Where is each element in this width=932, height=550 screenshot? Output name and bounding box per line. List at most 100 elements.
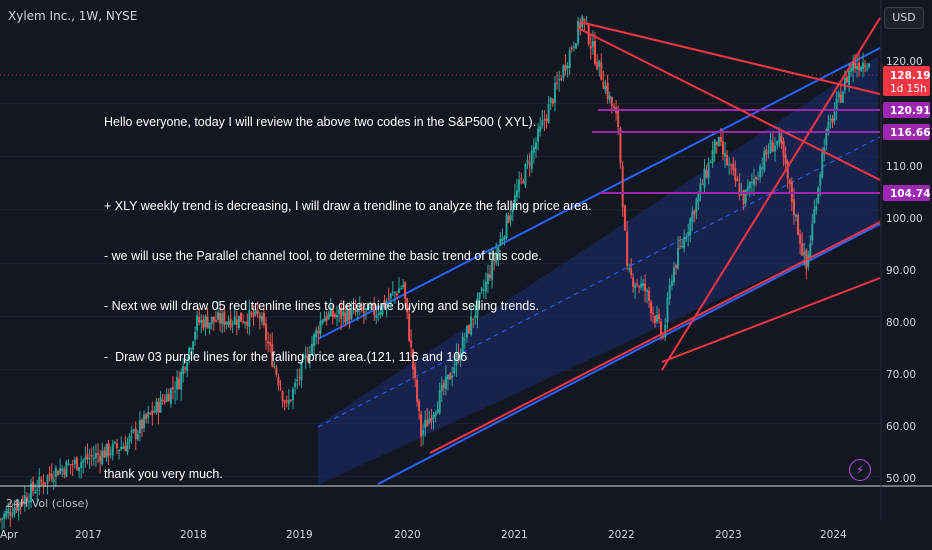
parallel-channel[interactable]: [317, 47, 881, 485]
candle-body: [776, 140, 779, 146]
candle-body: [570, 47, 573, 50]
candle-body: [589, 45, 592, 49]
level-value: 116.66: [890, 127, 931, 139]
candle-body: [547, 104, 550, 124]
candle-body: [632, 277, 635, 287]
candle-body: [163, 400, 166, 403]
candle-body: [827, 121, 830, 133]
candle-body: [352, 307, 355, 310]
trendline-steep-rise[interactable]: [661, 17, 881, 371]
candle-body: [780, 135, 783, 144]
candle-body: [418, 400, 421, 411]
symbol-title[interactable]: Xylem Inc., 1W, NYSE: [8, 9, 138, 23]
candle-body: [262, 312, 265, 326]
candle-body: [321, 320, 324, 324]
candle-body: [84, 456, 87, 460]
candle-body: [468, 325, 471, 334]
candle-body: [169, 388, 172, 405]
y-tick: 120.00: [886, 56, 923, 68]
note-line: - Draw 03 purple lines for the falling p…: [104, 349, 468, 364]
candle-body: [738, 183, 741, 197]
current-price-badge: 128.19 1d 15h: [883, 66, 931, 96]
candle-body: [608, 95, 611, 100]
candle-body: [69, 464, 72, 466]
candle-body: [811, 223, 814, 241]
y-tick: 90.00: [886, 265, 916, 277]
candle-body: [748, 182, 751, 189]
candle-body: [331, 310, 334, 318]
candle-body: [734, 168, 737, 181]
candle-body: [463, 339, 466, 341]
candle-body: [225, 322, 228, 325]
candles-layer: [0, 14, 871, 530]
candle-body: [128, 435, 131, 442]
candle-body: [30, 483, 33, 503]
lightning-icon[interactable]: ⚡: [849, 459, 871, 481]
trendline-support-b[interactable]: [661, 277, 881, 363]
y-tick: 50.00: [886, 473, 916, 485]
candle-body: [440, 384, 443, 392]
channel-lower-line[interactable]: [377, 223, 881, 485]
candle-body: [342, 311, 345, 316]
candle-body: [683, 236, 686, 249]
candle-body: [656, 315, 659, 322]
candle-body: [591, 41, 594, 47]
candle-body: [457, 352, 460, 361]
candle-body: [794, 214, 797, 217]
candle-body: [621, 166, 624, 208]
candle-body: [606, 82, 609, 99]
candle-body: [94, 453, 97, 459]
trendline-top-down[interactable]: [579, 21, 881, 95]
y-tick: 80.00: [886, 317, 916, 329]
candle-body: [434, 412, 437, 417]
candle-body: [545, 118, 548, 122]
candle-body: [78, 467, 81, 472]
candle-body: [13, 507, 16, 515]
candle-body: [470, 316, 473, 335]
candle-body: [54, 467, 57, 478]
candle-body: [86, 453, 89, 460]
candle-body: [843, 78, 846, 91]
candle-body: [638, 286, 641, 288]
candle-body: [167, 394, 170, 402]
candle-body: [36, 490, 39, 492]
candle-body: [151, 410, 154, 415]
candle-body: [34, 491, 37, 493]
candle-body: [19, 502, 22, 504]
candle-body: [389, 293, 392, 299]
candle-body: [721, 141, 724, 155]
candle-body: [628, 268, 631, 270]
candle-body: [71, 463, 74, 466]
candle-body: [813, 209, 816, 224]
red-trendlines[interactable]: [429, 17, 881, 454]
candle-body: [668, 285, 671, 299]
channel-upper-line[interactable]: [317, 47, 881, 340]
candle-body: [362, 311, 365, 313]
candle-body: [484, 281, 487, 292]
candle-body: [575, 43, 578, 49]
candle-body: [444, 376, 447, 389]
candle-body: [5, 511, 8, 517]
candle-body: [155, 401, 158, 413]
candle-body: [715, 142, 718, 145]
candle-body: [530, 150, 533, 169]
currency-button[interactable]: USD: [884, 7, 924, 29]
candle-body: [707, 162, 710, 179]
candle-body: [446, 374, 449, 380]
volume-indicator-label[interactable]: 24H Vol (close): [6, 497, 89, 510]
candle-body: [136, 433, 139, 440]
candle-body: [143, 414, 146, 429]
candle-body: [176, 377, 179, 390]
time-axis[interactable]: Apr 2017 2018 2019 2020 2021 2022 2023 2…: [0, 529, 847, 541]
price-axis[interactable]: 120.00 110.00 100.00 90.00 80.00 70.00 6…: [886, 56, 923, 485]
candle-body: [344, 312, 347, 323]
trendline-peak-decline[interactable]: [577, 27, 881, 181]
candle-body: [507, 216, 510, 223]
candle-body: [227, 321, 230, 325]
candle-body: [17, 501, 20, 512]
trendline-support-a[interactable]: [429, 221, 881, 454]
x-tick: 2024: [820, 529, 847, 541]
candle-body: [854, 62, 857, 68]
candle-body: [279, 387, 282, 390]
